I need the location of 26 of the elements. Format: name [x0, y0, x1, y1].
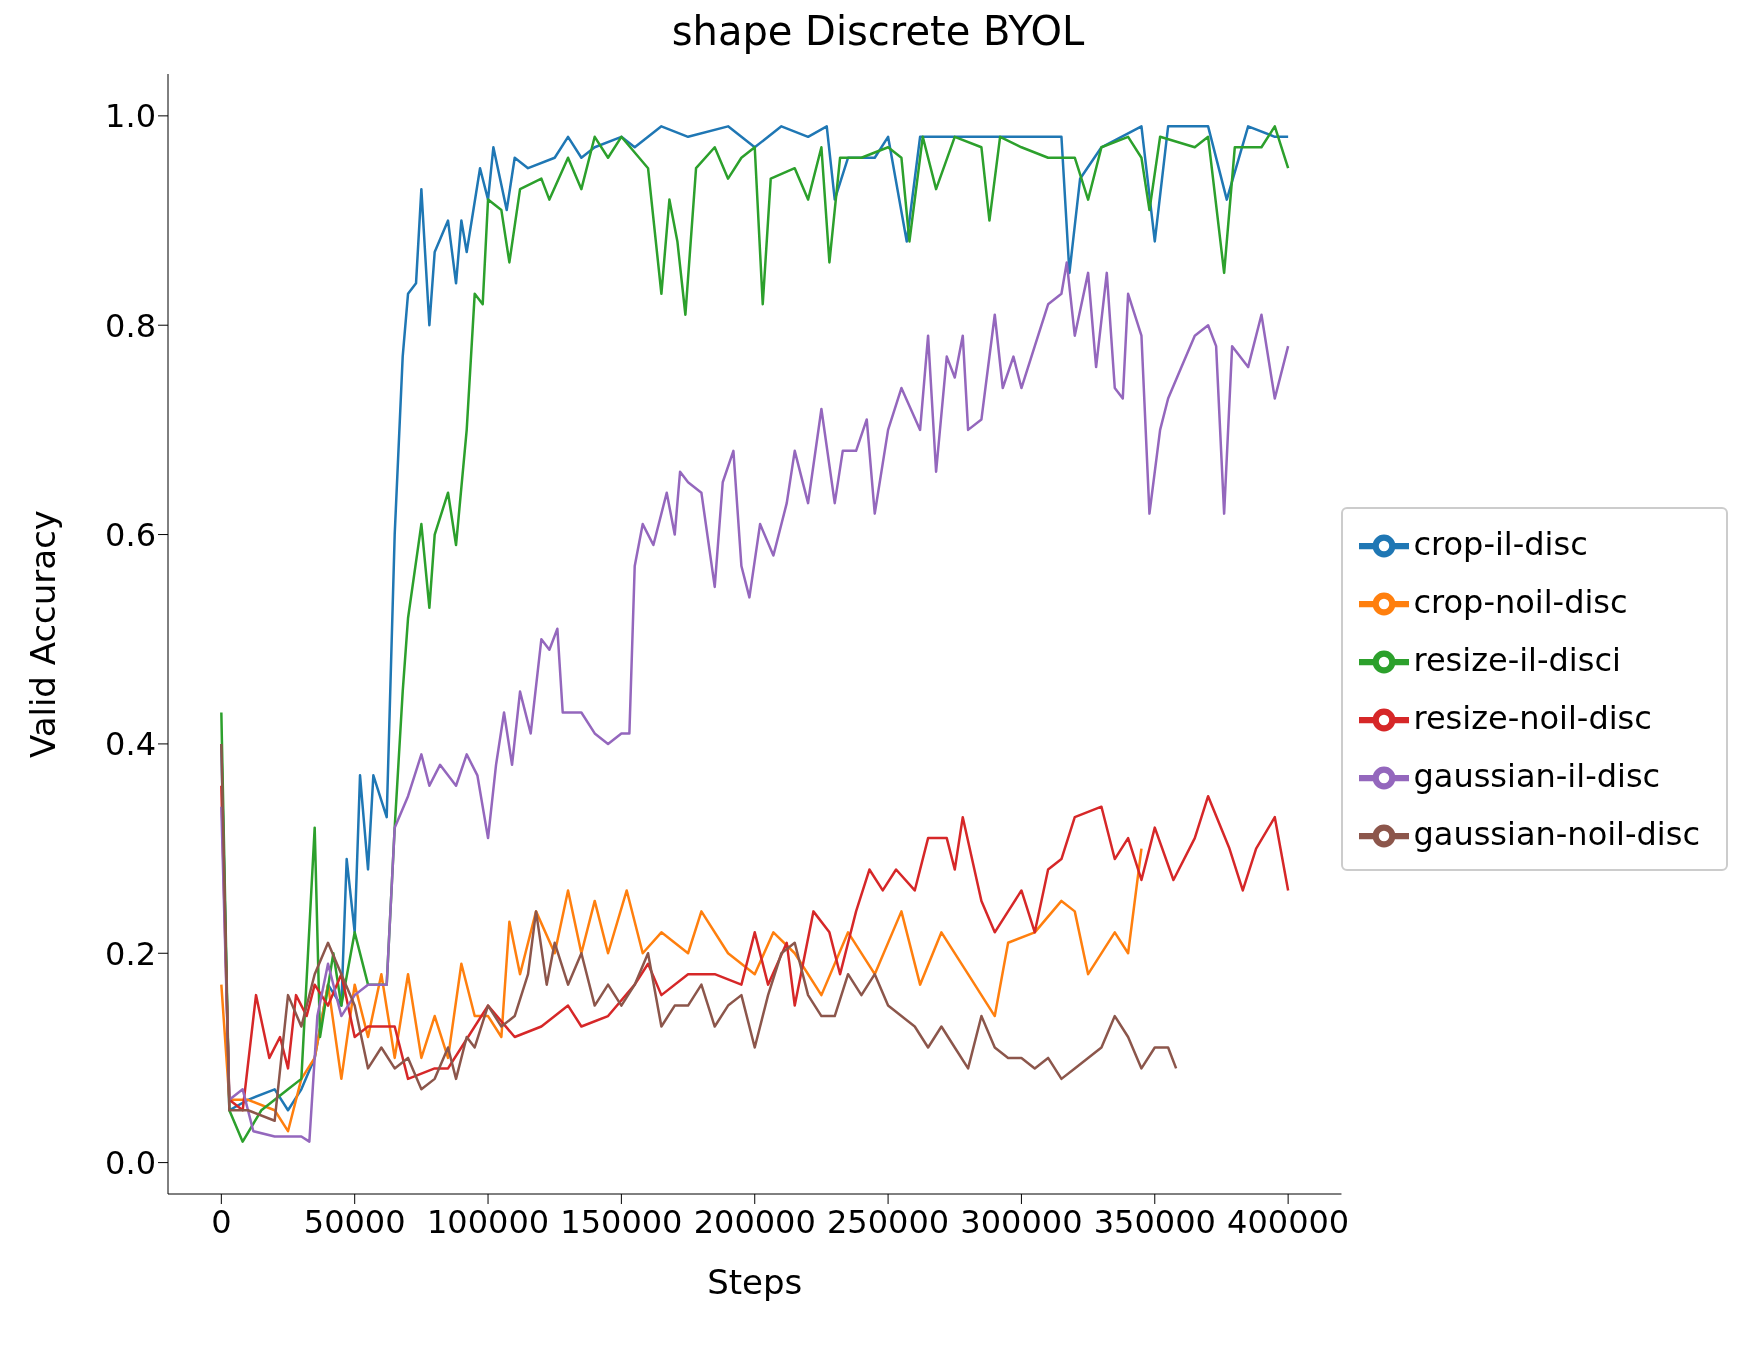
- legend-label: crop-noil-disc: [1413, 583, 1628, 621]
- line-series: [220, 847, 1143, 1133]
- x-tick-label: 350000: [1093, 1202, 1216, 1241]
- x-tick-label: 50000: [303, 1202, 406, 1241]
- chart-title: shape Discrete BYOL: [670, 8, 1086, 54]
- x-tick-label: 250000: [827, 1202, 950, 1241]
- line-series: [220, 742, 1178, 1122]
- y-tick-label: 0.6: [105, 515, 156, 554]
- x-tick-label: 100000: [426, 1202, 550, 1241]
- y-tick-label: 0.8: [105, 306, 156, 345]
- y-tick-label: 1.0: [105, 97, 156, 136]
- y-tick-label: 0.4: [105, 725, 156, 764]
- y-tick-label: 0.2: [105, 934, 156, 973]
- x-tick-label: 400000: [1227, 1202, 1350, 1241]
- legend-label: resize-il-disci: [1413, 641, 1621, 679]
- x-tick-label: 300000: [960, 1202, 1083, 1241]
- legend-label: gaussian-il-disc: [1413, 757, 1661, 795]
- x-axis-title: Steps: [707, 1262, 803, 1302]
- y-axis-title: Valid Accuracy: [23, 510, 64, 758]
- legend-label: resize-noil-disc: [1413, 699, 1652, 737]
- legend-label: crop-il-disc: [1413, 525, 1588, 563]
- x-tick-label: 150000: [560, 1202, 683, 1241]
- x-tick-label: 0: [211, 1202, 232, 1241]
- x-tick-label: 200000: [693, 1202, 816, 1241]
- legend-label: gaussian-noil-disc: [1413, 815, 1700, 853]
- y-tick-label: 0.0: [105, 1143, 156, 1182]
